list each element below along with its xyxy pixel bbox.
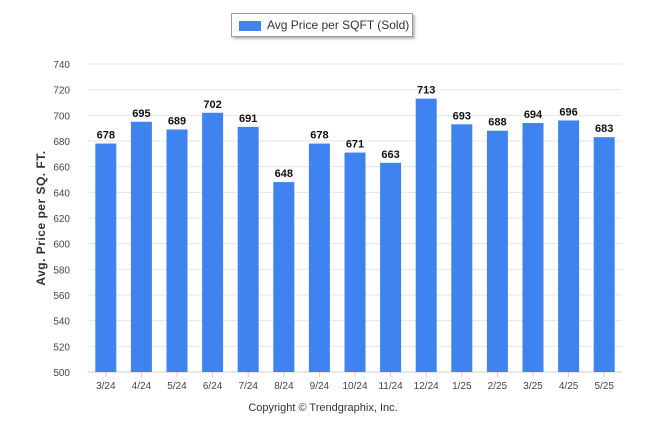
x-tick-label: 3/24 [96,381,116,392]
data-label: 689 [168,115,186,127]
x-tick-label: 11/24 [378,381,403,392]
data-label: 678 [97,130,115,142]
x-tick-label: 6/24 [203,381,223,392]
y-tick-label: 720 [53,86,70,97]
data-label: 693 [453,110,471,122]
y-tick-label: 700 [53,111,70,122]
x-tick-label: 12/24 [414,381,439,392]
data-label: 688 [488,117,506,129]
data-label: 671 [346,139,364,151]
y-tick-label: 520 [53,342,70,353]
data-label: 648 [275,168,293,180]
bar [415,98,437,373]
x-tick-label: 9/24 [310,381,330,392]
copyright-footer: Copyright © Trendgraphix, Inc. [248,402,398,414]
bar [451,124,473,372]
bar [344,152,366,372]
data-label: 678 [310,130,328,142]
bar [166,129,188,372]
bar [558,120,580,372]
data-label: 695 [132,108,150,120]
y-tick-label: 560 [53,291,70,302]
x-tick-label: 2/25 [488,381,508,392]
data-label: 683 [595,123,613,135]
x-tick-label: 3/25 [523,381,543,392]
bar [593,137,615,372]
y-tick-label: 500 [53,368,70,379]
data-label: 694 [524,109,543,121]
bar [380,162,402,372]
bar [486,130,508,372]
x-tick-label: 7/24 [238,381,258,392]
legend: Avg Price per SQFT (Sold) [231,13,413,37]
data-label: 663 [381,149,399,161]
data-label: 691 [239,113,257,125]
bar [522,123,544,373]
y-tick-label: 740 [53,60,70,71]
y-tick-label: 540 [53,317,70,328]
data-label: 702 [203,99,221,111]
bar [202,112,224,373]
x-tick-label: 5/25 [594,381,614,392]
x-tick-label: 4/24 [132,381,152,392]
legend-swatch [239,21,261,31]
x-tick-label: 4/25 [559,381,579,392]
x-tick-label: 8/24 [274,381,294,392]
bar [237,126,259,372]
y-tick-label: 680 [53,137,70,148]
x-tick-label: 5/24 [167,381,187,392]
bar [273,182,295,372]
data-label: 696 [559,106,577,118]
data-label: 713 [417,85,435,97]
x-tick-label: 10/24 [342,381,367,392]
y-tick-label: 640 [53,188,70,199]
bar [308,143,330,372]
x-tick-label: 1/25 [452,381,472,392]
y-tick-label: 580 [53,265,70,276]
y-tick-label: 660 [53,163,70,174]
bar [95,143,117,372]
y-tick-label: 620 [53,214,70,225]
y-tick-label: 600 [53,240,70,251]
legend-label: Avg Price per SQFT (Sold) [267,18,410,32]
bar [130,121,152,372]
